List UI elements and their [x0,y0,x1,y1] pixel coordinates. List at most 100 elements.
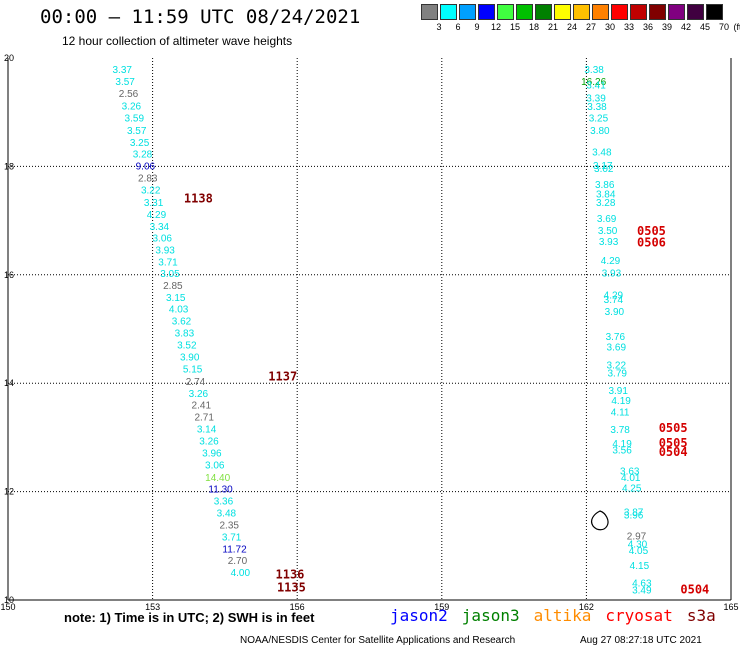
wave-height-value: 3.71 [158,258,178,269]
credit-text: NOAA/NESDIS Center for Satellite Applica… [240,635,516,646]
pass-number-label: 1138 [184,192,213,206]
legend-swatch [516,4,533,20]
wave-height-value: 11.72 [222,544,247,555]
lon-tick-label: 165 [723,602,738,612]
wave-height-value: 3.57 [115,77,135,88]
lat-tick-label: 20 [4,53,14,63]
lat-tick-label: 14 [4,378,14,388]
wave-height-value: 3.71 [222,532,242,543]
wave-height-value: 3.84 [596,189,616,200]
wave-height-value: 3.38 [587,102,607,113]
legend-swatch [497,4,514,20]
legend-unit: (ft) [733,22,740,32]
wave-height-value: 3.79 [608,369,628,380]
legend-label: 27 [585,22,596,32]
wave-height-value: 4.11 [611,408,630,419]
wave-height-value: 3.49 [632,585,652,596]
legend-swatch [706,4,723,20]
mission-legend: jason2 jason3 altika cryosat s3a [390,606,730,625]
wave-height-value: 4.29 [147,210,167,221]
legend-label: 24 [566,22,577,32]
wave-height-value: 3.62 [172,317,192,328]
wave-height-value: 11.30 [208,485,233,496]
legend-swatch [478,4,495,20]
wave-height-value: 3.05 [160,269,180,280]
lon-tick-label: 162 [579,602,594,612]
wave-height-value: 4.01 [621,473,641,484]
wave-height-value: 3.69 [597,214,617,225]
wave-height-value: 3.52 [177,341,197,352]
lat-tick-label: 10 [4,595,14,605]
wave-height-value: 4.29 [601,256,621,267]
legend-label: 21 [547,22,558,32]
wave-height-value: 4.25 [622,484,642,495]
lon-tick-label: 159 [434,602,449,612]
wave-height-value: 3.22 [607,361,627,372]
lat-tick-label: 12 [4,487,14,497]
wave-height-value: 3.26 [189,389,209,400]
pass-number-label: 0506 [637,236,666,250]
lat-tick-label: 16 [4,270,14,280]
legend-label: 39 [661,22,672,32]
legend-label: 36 [642,22,653,32]
wave-height-value: 3.78 [610,425,630,436]
wave-height-value: 3.25 [130,138,150,149]
map-ticks: 150 153 156 159 162 165 20 18 16 14 12 10 [0,53,738,612]
map-subtitle: 12 hour collection of altimeter wave hei… [62,34,293,48]
lon-tick-label: 156 [290,602,305,612]
pass-number-label: 0505 [637,224,666,238]
pass-number-label: 0504 [680,582,709,596]
wave-height-value: 3.63 [620,466,640,477]
wave-height-value: 5.15 [183,364,203,375]
wave-height-value: 3.26 [199,436,219,447]
legend-swatch [421,4,438,20]
pass-number-label: 1137 [268,369,297,383]
map-title: 00:00 – 11:59 UTC 08/24/2021 [40,6,361,28]
wave-height-value: 4.29 [604,291,624,302]
legend-label: 12 [490,22,501,32]
wave-height-value: 2.56 [119,89,139,100]
wave-height-value: 3.80 [590,126,610,137]
legend-label: 42 [680,22,691,32]
wave-height-value: 16.26 [581,77,606,88]
mission-name: jason2 [390,606,448,625]
wave-height-value: 4.05 [629,546,649,557]
wave-height-value: 4.00 [231,568,251,579]
legend-swatch [687,4,704,20]
wave-height-value: 2.41 [192,401,212,412]
wave-height-value: 3.87 [624,507,644,518]
legend-swatch [440,4,457,20]
legend-swatch [611,4,628,20]
legend-label: 45 [699,22,710,32]
legend-swatch [630,4,647,20]
map-grid [7,58,732,601]
wave-height-value: 3.96 [202,448,222,459]
mission-name: altika [533,606,592,625]
legend-swatch [573,4,590,20]
wave-height-value: 3.69 [607,343,627,354]
wave-height-value: 2.70 [228,556,248,567]
legend-label: 30 [604,22,615,32]
pass-number-label: 1135 [277,580,306,594]
legend-swatch [535,4,552,20]
island-outline [590,510,609,531]
legend-label: 33 [623,22,634,32]
wave-height-value: 4.63 [632,578,652,589]
wave-height-value: 14.40 [205,473,230,484]
legend-swatch [668,4,685,20]
legend-swatch [592,4,609,20]
wave-height-value: 3.57 [127,126,147,137]
wave-height-value: 3.36 [214,497,234,508]
legend-swatch [554,4,571,20]
wave-height-value: 3.28 [596,198,616,209]
wave-height-value: 9.06 [136,162,156,173]
lon-tick-label: 153 [145,602,160,612]
wave-height-value: 2.85 [163,281,183,292]
wave-height-value: 3.74 [604,295,624,306]
legend-label: 6 [455,22,461,32]
legend-label: 9 [474,22,480,32]
pass-number-label: 0505 [659,421,688,435]
mission-name: jason3 [461,606,520,625]
